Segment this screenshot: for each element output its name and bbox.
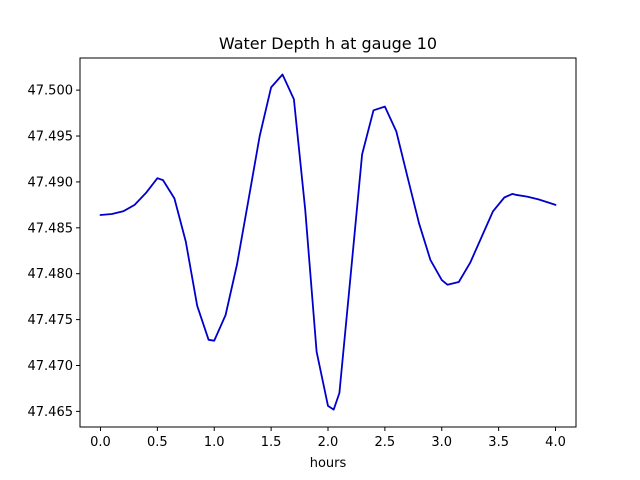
x-tick-label: 4.0: [545, 435, 566, 450]
x-tick-label: 1.5: [261, 435, 282, 450]
x-tick-label: 3.0: [431, 435, 452, 450]
x-tick-label: 1.0: [204, 435, 225, 450]
y-tick-label: 47.480: [28, 267, 74, 282]
x-tick-label: 0.5: [147, 435, 168, 450]
y-tick-label: 47.475: [28, 313, 74, 328]
x-tick-label: 2.0: [318, 435, 339, 450]
y-tick-label: 47.465: [28, 405, 74, 420]
x-axis: 0.0 0.5 1.0 1.5 2.0 2.5 3.0 3.5 4.0: [90, 427, 566, 450]
y-tick-label: 47.485: [28, 221, 74, 236]
y-tick-label: 47.490: [28, 175, 74, 190]
x-axis-label: hours: [310, 456, 347, 471]
series-line: [99, 73, 557, 411]
y-axis: 47.465 47.470 47.475 47.480 47.485 47.490 47.4…: [28, 84, 80, 420]
x-tick-label: 3.5: [488, 435, 509, 450]
x-tick-label: 2.5: [375, 435, 396, 450]
x-tick-label: 0.0: [90, 435, 111, 450]
chart-title: Water Depth h at gauge 10: [219, 34, 437, 53]
y-tick-label: 47.500: [28, 84, 74, 99]
y-tick-label: 47.470: [28, 359, 74, 374]
y-tick-label: 47.495: [28, 130, 74, 145]
